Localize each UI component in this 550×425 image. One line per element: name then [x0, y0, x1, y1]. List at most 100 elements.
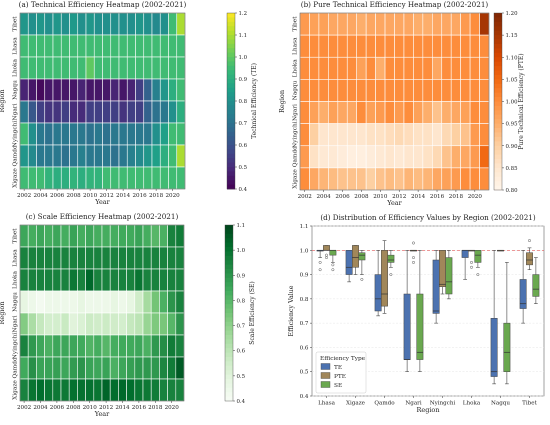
heatmap-x-tick-label: 2006 [50, 405, 65, 411]
heatmap-cell [357, 35, 366, 57]
heatmap-cell [53, 167, 61, 189]
colorbar-segment [494, 124, 502, 129]
heatmap-cell [28, 35, 36, 57]
heatmap-cell [423, 102, 432, 124]
heatmap-panel: (a) Technical Efficiency Heatmap (2002-2… [0, 0, 258, 206]
colorbar-segment [227, 114, 235, 119]
heatmap-cell [177, 145, 185, 167]
heatmap-cell [151, 379, 159, 401]
heatmap-cell [127, 225, 135, 247]
heatmap-cell [36, 379, 44, 401]
heatmap-x-axis-label: Year [94, 410, 110, 418]
colorbar-segment [225, 282, 233, 287]
colorbar-tick-label: 0.95 [506, 122, 519, 128]
heatmap-cell [169, 123, 177, 145]
heatmap-cell [45, 13, 53, 35]
box-body [381, 250, 387, 306]
heatmap-row-label: Ngari [13, 315, 19, 332]
colorbar-segment [225, 370, 233, 375]
heatmap-cell [143, 357, 151, 379]
colorbar-segment [225, 344, 233, 349]
heatmap-cell [86, 35, 94, 57]
heatmap-cell [94, 379, 102, 401]
heatmap-cell [53, 101, 61, 123]
colorbar-segment [494, 31, 502, 36]
heatmap-cell [470, 79, 479, 101]
heatmap-cell [20, 379, 28, 401]
heatmap-cell [423, 13, 432, 35]
heatmap-cell [176, 291, 184, 313]
heatmap-row-label: Tibet [293, 16, 299, 32]
colorbar-tick-label: 0.8 [239, 99, 248, 105]
heatmap-cell [20, 225, 28, 247]
heatmap-cell [136, 57, 144, 79]
heatmap-cell [94, 123, 102, 145]
heatmap-x-tick-label: 2006 [335, 194, 350, 200]
heatmap-cell [169, 145, 177, 167]
colorbar-tick-label: 0.5 [237, 374, 246, 380]
heatmap-cell [110, 379, 118, 401]
heatmap-cell [20, 57, 28, 79]
heatmap-cell [451, 102, 460, 124]
box-body [491, 318, 497, 376]
colorbar-segment [225, 238, 233, 243]
heatmap-cell [347, 168, 356, 190]
colorbar-segment [227, 163, 235, 168]
heatmap-cell [69, 379, 77, 401]
heatmap-cell [28, 291, 36, 313]
colorbar-segment [494, 79, 502, 84]
heatmap-cell [127, 167, 135, 189]
colorbar-tick-label: 1.0 [239, 55, 248, 61]
heatmap-cell [376, 168, 385, 190]
heatmap-panel: (b) Pure Technical Efficiency Heatmap (2… [278, 0, 525, 207]
heatmap-row-label: Nagqu [13, 292, 19, 312]
heatmap-x-tick-label: 2004 [34, 193, 49, 199]
heatmap-x-tick-label: 2014 [116, 193, 131, 199]
heatmap-cell [177, 101, 185, 123]
heatmap-cell [118, 225, 126, 247]
heatmap-cell [176, 247, 184, 269]
heatmap-cell [28, 335, 36, 357]
heatmap-cell [159, 379, 167, 401]
colorbar-segment [494, 163, 502, 168]
heatmap-cell [300, 102, 309, 124]
heatmap-cell [451, 124, 460, 146]
heatmap-row-label: Lhoka [13, 270, 19, 289]
y-tick-label: 0.7 [300, 321, 309, 327]
heatmap-cell [442, 168, 451, 190]
colorbar-segment [225, 331, 233, 336]
heatmap-cell [119, 35, 127, 57]
heatmap-cell [176, 379, 184, 401]
heatmap-cell [53, 13, 61, 35]
heatmap-cell [168, 379, 176, 401]
heatmap-cell [328, 102, 337, 124]
heatmap-cell [328, 13, 337, 35]
heatmap-cell [395, 13, 404, 35]
heatmap-cell [366, 168, 375, 190]
heatmap-cell [102, 357, 110, 379]
heatmap-cell [151, 357, 159, 379]
x-tick-label: Tibet [522, 401, 537, 407]
heatmap-cell [470, 102, 479, 124]
x-tick-label: Lhasa [318, 401, 336, 407]
heatmap-cell [366, 102, 375, 124]
heatmap-cell [127, 379, 135, 401]
heatmap-cell [309, 102, 318, 124]
heatmap-cell [442, 102, 451, 124]
heatmap-cell [61, 79, 69, 101]
heatmap-cell [136, 101, 144, 123]
heatmap-cell [442, 79, 451, 101]
heatmap-cell [470, 13, 479, 35]
heatmap-cell [328, 35, 337, 57]
colorbar-segment [494, 141, 502, 146]
heatmap-cell [61, 379, 69, 401]
heatmap-cell [136, 79, 144, 101]
colorbar-segment [225, 397, 233, 402]
heatmap-cell [20, 167, 28, 189]
heatmap-cell [127, 269, 135, 291]
heatmap-cell [169, 57, 177, 79]
heatmap-cell [45, 379, 53, 401]
heatmap-cell [28, 145, 36, 167]
heatmap-cell [45, 101, 53, 123]
heatmap-cell [45, 225, 53, 247]
